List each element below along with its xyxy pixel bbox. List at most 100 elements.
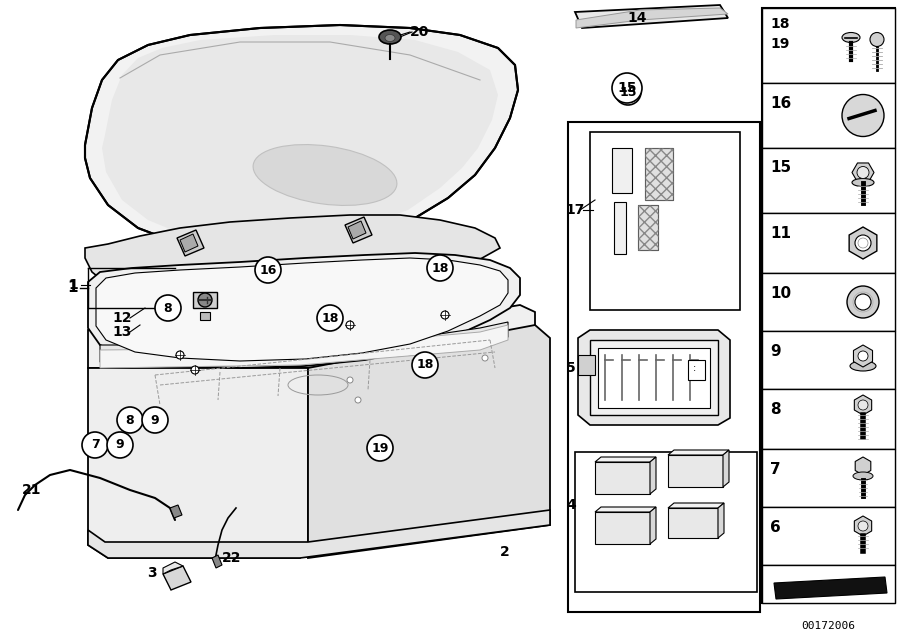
Bar: [595, 462, 650, 494]
Text: 9: 9: [150, 413, 159, 427]
Bar: [762, 8, 895, 83]
Text: 7: 7: [770, 462, 780, 476]
Bar: [762, 148, 895, 213]
Circle shape: [117, 407, 143, 433]
Bar: [762, 213, 895, 273]
Text: 21: 21: [22, 483, 41, 497]
Text: 14: 14: [627, 11, 647, 25]
Polygon shape: [212, 555, 222, 568]
Circle shape: [191, 366, 199, 374]
Polygon shape: [650, 507, 656, 544]
Polygon shape: [578, 330, 730, 425]
Polygon shape: [853, 345, 872, 367]
Polygon shape: [193, 292, 217, 308]
Ellipse shape: [385, 34, 395, 41]
Bar: [762, 8, 895, 603]
Text: 4: 4: [566, 498, 576, 512]
Polygon shape: [849, 227, 877, 259]
Ellipse shape: [379, 30, 401, 44]
Text: 1: 1: [68, 278, 78, 292]
Circle shape: [857, 167, 869, 179]
Text: 11: 11: [770, 226, 791, 240]
Polygon shape: [88, 510, 550, 558]
Ellipse shape: [852, 179, 874, 186]
Text: 17: 17: [565, 203, 585, 217]
Bar: [762, 273, 895, 331]
Text: :: :: [693, 363, 697, 373]
Circle shape: [482, 355, 488, 361]
Text: 7: 7: [91, 438, 99, 452]
Polygon shape: [88, 253, 520, 368]
Bar: [595, 512, 650, 544]
Bar: [645, 148, 673, 200]
Text: 18: 18: [417, 359, 434, 371]
Bar: [762, 565, 895, 603]
Polygon shape: [96, 258, 508, 361]
Bar: [668, 455, 723, 487]
Circle shape: [842, 95, 884, 137]
Circle shape: [858, 521, 868, 531]
Polygon shape: [88, 305, 535, 368]
Polygon shape: [85, 25, 518, 248]
Bar: [590, 132, 740, 310]
Circle shape: [107, 432, 133, 458]
Circle shape: [142, 407, 168, 433]
Polygon shape: [170, 505, 182, 518]
Text: 18: 18: [431, 261, 449, 275]
Circle shape: [82, 432, 108, 458]
Text: 15: 15: [617, 81, 637, 95]
Bar: [762, 331, 895, 389]
Circle shape: [441, 311, 449, 319]
Text: 19: 19: [372, 441, 389, 455]
Polygon shape: [348, 221, 366, 239]
Text: 15: 15: [770, 160, 791, 176]
Circle shape: [847, 286, 879, 318]
Polygon shape: [200, 312, 210, 320]
Text: 12: 12: [112, 311, 131, 325]
Ellipse shape: [253, 144, 397, 205]
Bar: [645, 148, 673, 200]
Text: 16: 16: [770, 95, 791, 111]
Bar: [568, 122, 760, 612]
Polygon shape: [163, 562, 183, 574]
Bar: [638, 205, 658, 250]
Polygon shape: [578, 355, 595, 375]
Text: 8: 8: [164, 301, 172, 314]
Text: 15: 15: [619, 85, 637, 99]
Circle shape: [858, 400, 868, 410]
Ellipse shape: [853, 472, 873, 480]
Text: 1: 1: [68, 280, 78, 296]
Polygon shape: [590, 340, 718, 415]
Polygon shape: [85, 215, 500, 305]
Text: 00172006: 00172006: [801, 621, 855, 631]
Circle shape: [355, 397, 361, 403]
Polygon shape: [668, 450, 729, 455]
Ellipse shape: [842, 32, 860, 43]
Bar: [668, 508, 718, 538]
Polygon shape: [854, 516, 872, 536]
Polygon shape: [180, 234, 198, 252]
Polygon shape: [163, 566, 191, 590]
Polygon shape: [595, 457, 656, 462]
Polygon shape: [345, 217, 372, 243]
Circle shape: [198, 293, 212, 307]
Bar: [612, 148, 632, 193]
Text: 9: 9: [116, 438, 124, 452]
Bar: [575, 452, 757, 592]
Text: 20: 20: [410, 25, 429, 39]
Text: 3: 3: [148, 566, 157, 580]
Circle shape: [858, 351, 868, 361]
Text: 16: 16: [259, 263, 276, 277]
Polygon shape: [102, 35, 498, 240]
Text: 9: 9: [770, 343, 780, 359]
Polygon shape: [576, 8, 728, 28]
Circle shape: [427, 255, 453, 281]
Circle shape: [855, 294, 871, 310]
Circle shape: [870, 32, 884, 46]
Polygon shape: [598, 348, 710, 408]
Circle shape: [346, 321, 354, 329]
Ellipse shape: [850, 361, 876, 371]
Circle shape: [612, 73, 642, 103]
Text: 19: 19: [770, 37, 789, 51]
Polygon shape: [177, 230, 204, 256]
